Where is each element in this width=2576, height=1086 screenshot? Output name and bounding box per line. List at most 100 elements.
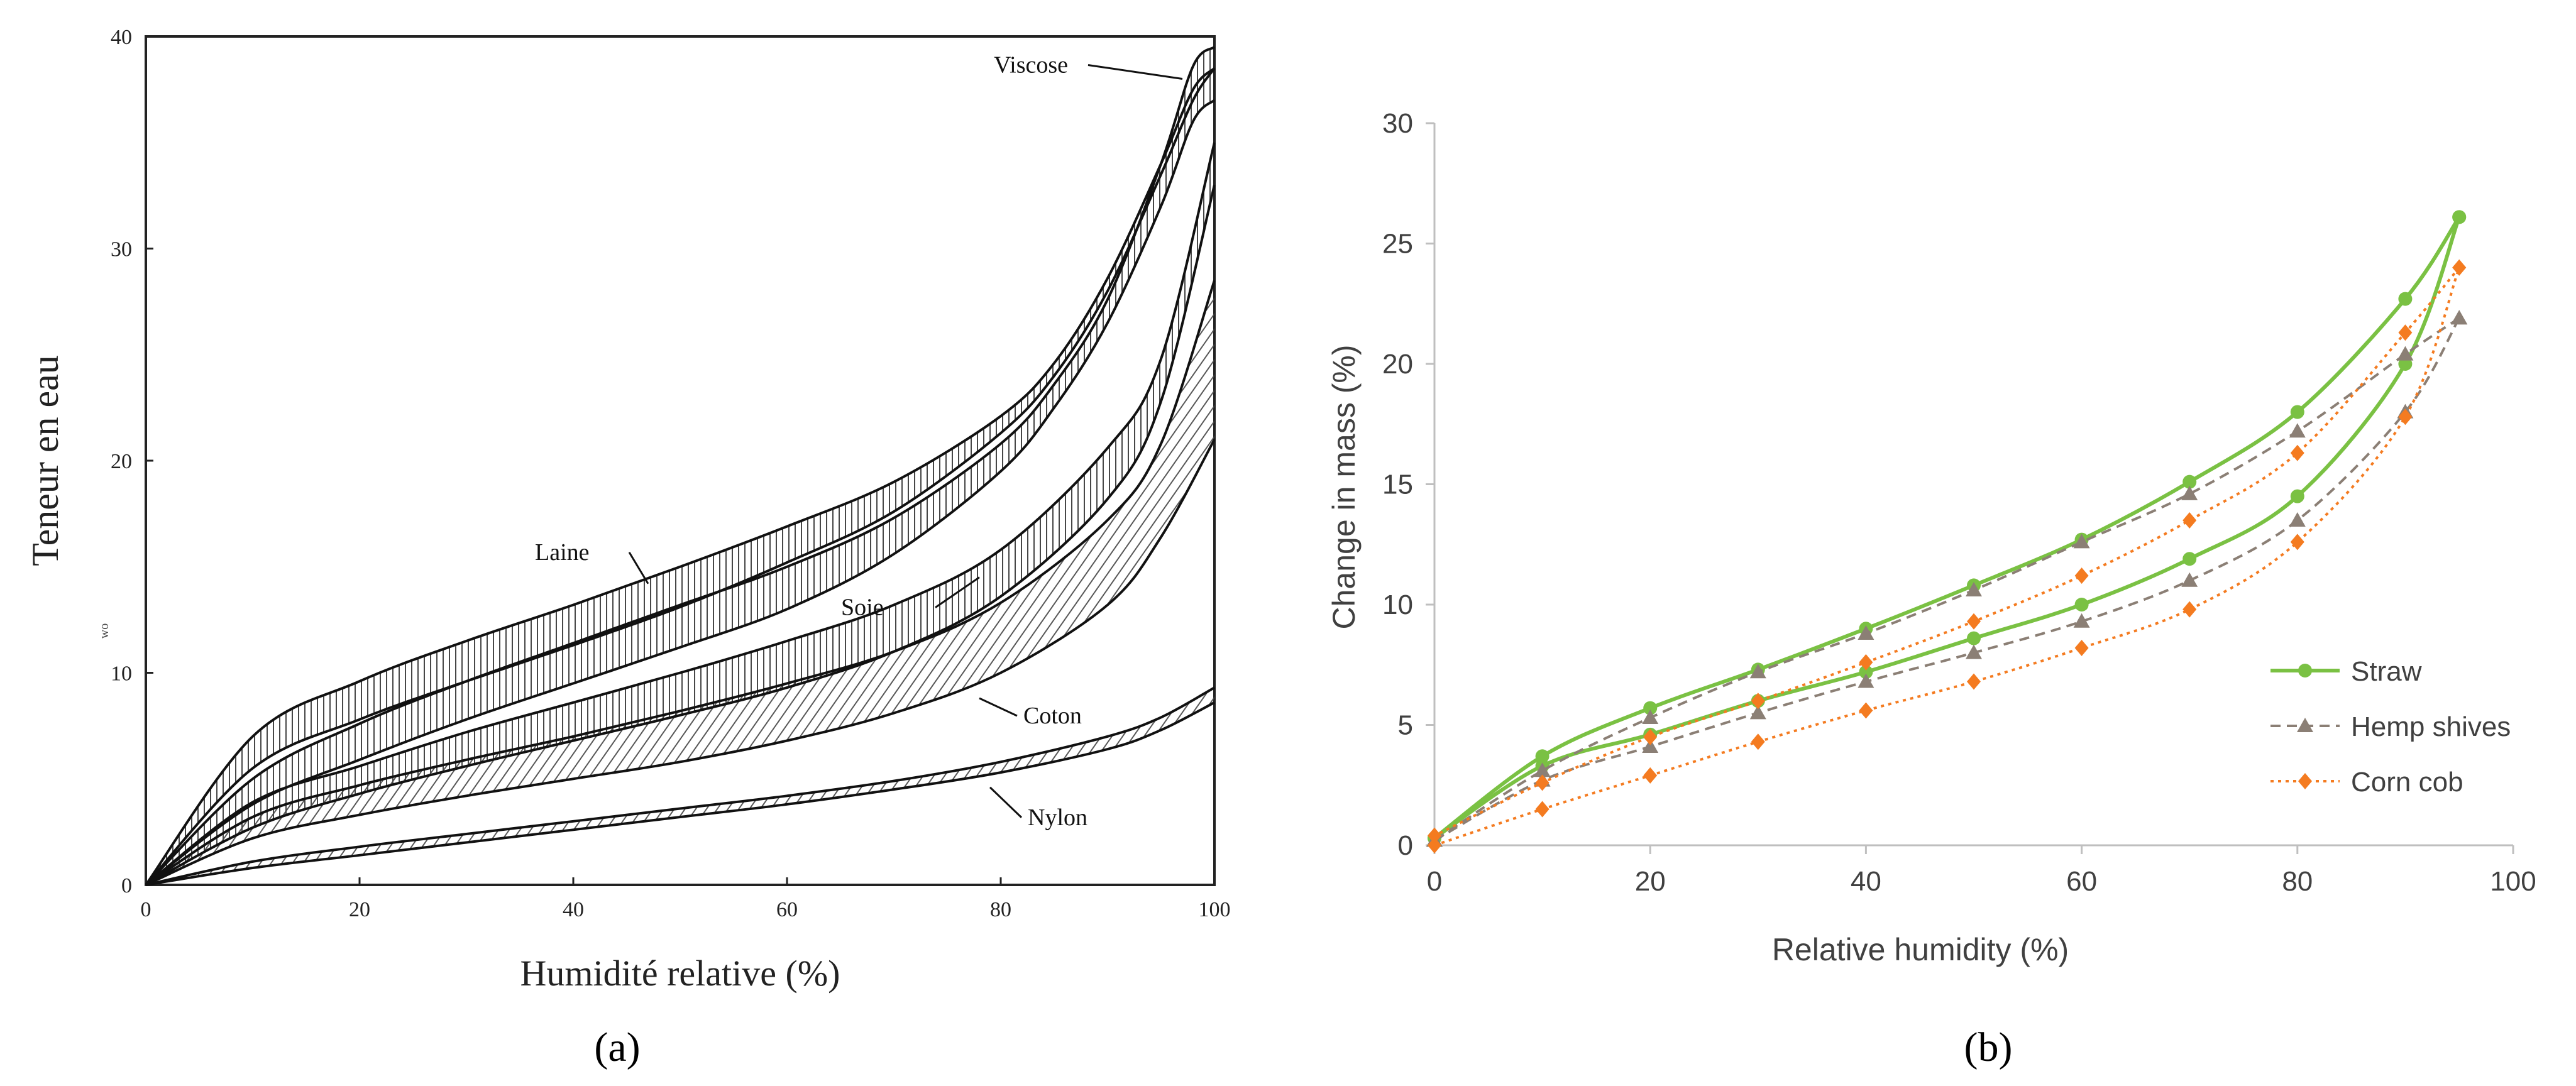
leader-line-viscose [1087,64,1183,80]
series-corn-cob [1428,259,2467,853]
adsorption-point-hemp-shives [2181,572,2198,587]
adsorption-point-corn-cob [2290,534,2304,551]
adsorption-point-hemp-shives [1966,644,1982,659]
adsorption-point-corn-cob [2074,639,2089,656]
desorption-point-corn-cob [2290,444,2304,461]
panel-a-tick-labels: 0 20 40 60 80 100 0 10 20 30 40 [111,26,1231,921]
adsorption-point-corn-cob [1967,673,1981,690]
adsorption-point-straw [2290,489,2304,503]
desorption-point-hemp-shives [1534,762,1551,777]
y-tick-label: 30 [111,238,132,261]
desorption-point-hemp-shives [1642,710,1659,725]
desorption-point-straw [2398,292,2413,306]
y-tick-label: 0 [1398,830,1413,861]
desorption-point-hemp-shives [2397,346,2414,361]
x-tick-label: 20 [1635,866,1666,897]
adsorption-point-corn-cob [2398,409,2413,425]
desorption-point-hemp-shives [2451,310,2468,325]
adsorption-curve-viscose [145,99,1216,886]
x-tick-label: 80 [990,898,1011,921]
x-tick-label: 60 [2066,866,2097,897]
panel-a-label: (a) [594,1024,640,1070]
adsorption-curve-nylon [145,701,1215,886]
series-label-soie: Soie [841,595,884,621]
y-tick-label: 20 [111,450,132,473]
desorption-point-hemp-shives [2289,423,2306,438]
adsorption-point-hemp-shives [2073,613,2090,628]
legend-label-corn-cob: Corn cob [2351,767,2463,798]
panel-b-series [1426,210,2468,853]
desorption-curve-soie [145,142,1216,886]
panel-a-ylabel: Teneur en eau [25,355,66,566]
hysteresis-band-nylon [146,688,1214,885]
y-tick-label: 15 [1382,469,1413,500]
adsorption-point-corn-cob [1859,702,1873,719]
desorption-point-straw [2290,405,2304,419]
panel-b-ylabel: Change in mass (%) [1326,345,1362,630]
desorption-point-corn-cob [1967,613,1981,630]
adsorption-curve-coton [145,439,1216,886]
panel-a-series-lines [145,46,1216,886]
adsorption-point-corn-cob [2182,601,2197,618]
desorption-line-hemp-shives [1433,317,2460,842]
desorption-line-straw [1433,216,2461,840]
panel-a-annotations: Laine Viscose Soie Coton Nylon [535,52,1183,831]
series-label-laine: Laine [535,539,590,566]
desorption-point-corn-cob [1859,654,1873,671]
legend-marker-straw [2298,664,2312,677]
x-tick-label: 0 [141,898,151,921]
adsorption-point-hemp-shives [2289,512,2306,527]
desorption-curve-nylon [145,686,1215,886]
y-tick-label: 25 [1382,229,1413,260]
y-tick-label: 5 [1398,710,1413,741]
desorption-curve-viscose [145,46,1216,886]
x-tick-label: 80 [2282,866,2313,897]
adsorption-point-straw [2074,598,2089,612]
x-tick-label: 60 [776,898,798,921]
panel-b-legend: Straw Hemp shives Corn cob [2271,656,2511,798]
desorption-point-hemp-shives [1966,582,1982,597]
adsorption-line-hemp-shives [1434,317,2460,842]
desorption-point-straw [1643,701,1658,715]
adsorption-point-corn-cob [1643,767,1658,784]
adsorption-point-hemp-shives [1642,738,1659,753]
desorption-point-corn-cob [2452,259,2467,276]
panel-a: 0 20 40 60 80 100 0 10 20 30 40 Laine Viscose Soie Co… [25,26,1231,1070]
y-tick-label: 0 [121,874,132,897]
adsorption-curve-soie [145,184,1216,886]
adsorption-point-straw [1859,665,1873,679]
legend-marker-corn-cob [2298,773,2312,789]
desorption-point-hemp-shives [2073,534,2090,549]
series-label-viscose: Viscose [994,52,1068,79]
legend-marker-hemp-shives [2297,718,2313,732]
series-hemp-shives [1426,310,2468,847]
desorption-point-straw [2182,474,2197,489]
y-tick-label: 10 [1382,590,1413,620]
hysteresis-band-coton [146,280,1214,886]
desorption-point-corn-cob [1535,774,1549,791]
series-label-coton: Coton [1023,703,1082,729]
adsorption-line-corn-cob [1434,267,2461,847]
x-tick-label: 0 [1427,866,1442,897]
x-tick-label: 100 [1199,898,1231,921]
legend-label-straw: Straw [2351,656,2422,687]
y-tick-label: 30 [1382,108,1413,139]
panel-b-axes [1426,122,2514,854]
adsorption-point-hemp-shives [1858,673,1874,688]
legend-label-hemp-shives: Hemp shives [2351,711,2511,742]
desorption-point-hemp-shives [1749,664,1766,679]
panel-b-tick-labels: 0 5 10 15 20 25 30 0 20 40 60 80 100 [1382,108,2536,897]
adsorption-point-corn-cob [1428,837,1441,853]
hysteresis-band-soie [146,142,1214,885]
desorption-curve-coton [145,280,1216,886]
adsorption-line-straw [1433,216,2462,840]
leader-line-soie [935,576,980,608]
adsorption-point-hemp-shives [1749,705,1766,720]
desorption-point-straw [1535,749,1549,764]
panel-b: 0 5 10 15 20 25 30 0 20 40 60 80 100 Straw Hemp shive… [1326,108,2536,1070]
leader-line-coton [979,697,1018,717]
panel-a-ylabel-sub: wo [97,623,111,639]
x-tick-label: 20 [349,898,370,921]
panel-b-xlabel: Relative humidity (%) [1772,932,2069,967]
